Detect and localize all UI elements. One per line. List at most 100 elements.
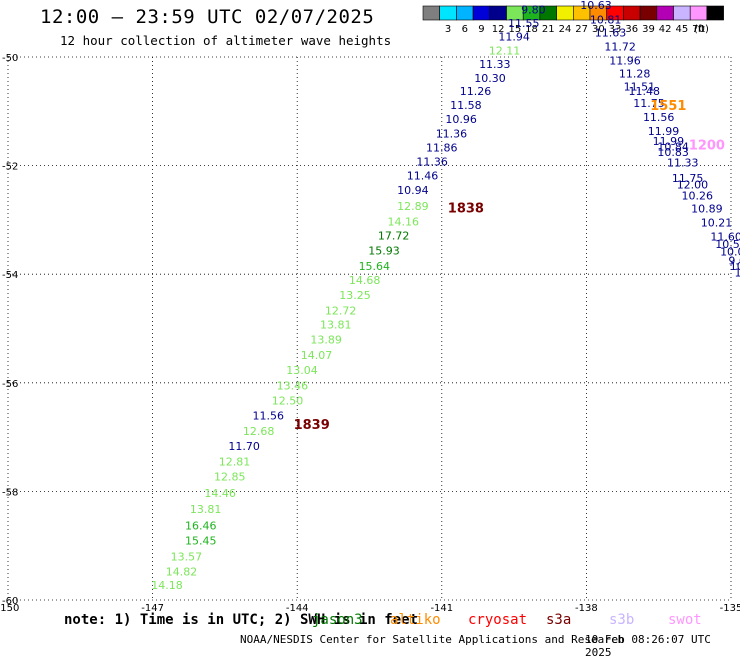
wave-height-label: 10.81 [590,13,622,26]
wave-height-label: 12.00 [677,178,709,191]
wave-height-label: 12.81 [219,455,251,468]
wave-height-label: 11.36 [436,127,468,140]
colorbar-unit-label: (ft) [694,24,709,35]
footer-note: note: 1) Time is in UTC; 2) SWH is in fe… [64,612,419,628]
wave-height-label: 11.72 [604,40,636,53]
wave-height-label: 10.26 [682,189,714,202]
wave-height-label: 14.82 [166,566,198,579]
wave-height-label: 12.72 [325,304,357,317]
wave-height-label: 10.49 [730,260,740,273]
y-tick-label: -60 [2,596,18,607]
wave-height-label: 15.64 [359,260,391,273]
wave-height-label: 11.75 [633,97,665,110]
pass-time-label: 1837 [563,0,599,4]
credit-line: NOAA/NESDIS Center for Satellite Applica… [240,633,625,646]
wave-height-label: 11.55 [508,17,540,30]
wave-height-label: 11.99 [653,135,685,148]
colorbar-tick-label: 30 [592,24,605,35]
pass-time-label: 1838 [448,201,484,216]
colorbar-tick-label: 45 [675,24,688,35]
colorbar-tick-label: 42 [659,24,672,35]
wave-height-label: 16.46 [185,519,217,532]
wave-height-label: 11.70 [228,440,260,453]
x-tick-label: -147 [141,603,164,612]
wave-height-label: 13.81 [190,503,222,516]
satellite-legend-swot: swot [668,612,702,628]
wave-height-label: 11.51 [624,81,656,94]
wave-height-label: 10.53 [715,238,740,251]
wave-height-label: 14.68 [349,274,381,287]
wave-height-label: 9.80 [521,4,546,17]
colorbar-tick-label: 21 [542,24,555,35]
wave-height-label: 12.50 [272,395,304,408]
wave-height-label: 14.18 [151,579,183,592]
satellite-legend-s3a: s3a [546,612,572,628]
colorbar-tick-label: 18 [525,24,538,35]
wave-height-label: 10.94 [397,184,429,197]
wave-height-label: 11.63 [595,26,627,39]
wave-height-label: 13.25 [339,289,371,302]
pass-time-label: 1839 [294,418,330,433]
y-tick-label: -54 [2,270,18,281]
colorbar-tick-label: 9 [478,24,484,35]
wave-height-label: 14.16 [387,215,419,228]
y-tick-label: -52 [2,162,18,173]
colorbar-tick-label: 6 [462,24,468,35]
colorbar-tick-label: 70 [692,24,705,35]
page-subtitle: 12 hour collection of altimeter wave hei… [60,33,392,48]
wave-height-label: 12.89 [397,200,429,213]
pass-time-label: 1200 [689,138,725,153]
wave-height-label: 10.84 [657,140,689,153]
wave-height-label: 11.56 [253,410,285,423]
colorbar-tick-label: 39 [642,24,655,35]
wave-height-label: 13.46 [277,379,309,392]
colorbar-swatch [706,5,724,21]
satellite-legend-cryosat: cryosat [468,612,528,628]
wave-height-label: 13.57 [171,550,203,563]
wave-height-map: -150 -147 -144 -141 -138 -135 -50 -52 -54 -56 -58 -… [0,0,740,612]
colorbar-tick-label: 24 [559,24,572,35]
wave-height-label: 12.11 [489,44,521,57]
wave-height-label: 10.83 [657,146,689,159]
page-title: 12:00 — 23:59 UTC 02/07/2025 [40,6,375,28]
wave-height-label: 10.68 [735,266,740,279]
colorbar-tick-label: 15 [508,24,521,35]
x-tick-label: -135 [720,603,740,612]
wave-height-label: 10.01 [720,246,740,259]
wave-height-label: 11.33 [667,157,699,170]
wave-height-label: 12.68 [243,425,275,438]
generated-timestamp: 10 Feb 08:26:07 UTC 2025 [585,633,711,659]
wave-height-label: 11.36 [416,156,448,169]
x-tick-label: -150 [0,603,19,612]
wave-height-label: 14.46 [204,487,236,500]
wave-height-label: 11.60 [710,231,740,244]
colorbar-tick-label: 36 [625,24,638,35]
y-tick-label: -58 [2,487,18,498]
colorbar-tick-label: 27 [575,24,588,35]
wave-height-label: 17.72 [378,229,410,242]
wave-height-label: 11.99 [648,125,680,138]
wave-height-label: 11.28 [619,68,651,81]
x-tick-label: -141 [430,603,453,612]
wave-height-label: 13.89 [310,334,342,347]
wave-height-label: 11.86 [426,141,458,154]
satellite-legend-jason3: jason3 [312,612,363,628]
wave-height-label: 14.07 [301,349,333,362]
wave-height-label: 11.48 [628,85,660,98]
wave-height-label: 10.39 [527,0,559,3]
wave-height-label: 11.26 [460,85,492,98]
wave-height-label: 11.33 [479,58,511,71]
wave-height-label: 11.46 [407,170,439,183]
satellite-legend-s3b: s3b [609,612,635,628]
wave-height-label: 15.45 [185,535,217,548]
y-tick-label: -56 [2,379,18,390]
colorbar-tick-label: 12 [492,24,505,35]
wave-height-label: 11.75 [672,172,704,185]
wave-height-label: 10.63 [580,0,612,12]
wave-height-label: 11.96 [609,55,641,68]
wave-height-label: 11.94 [498,31,530,44]
wave-height-label: 15.93 [368,245,400,258]
colorbar-tick-label: 33 [609,24,622,35]
wave-height-label: 12.85 [214,471,246,484]
pass-time-label: 1551 [650,99,686,114]
